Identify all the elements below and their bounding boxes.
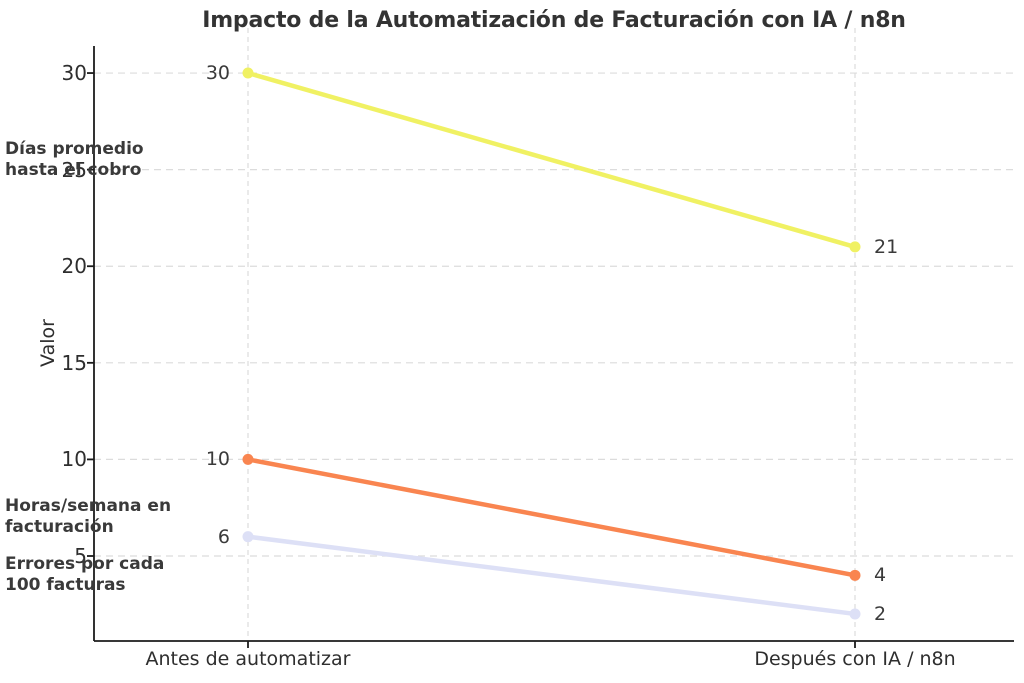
series-line bbox=[245, 534, 858, 617]
data-point-label: 10 bbox=[205, 448, 230, 471]
series-label: Errores por cada 100 facturas bbox=[5, 554, 165, 596]
data-point-marker bbox=[849, 241, 861, 253]
y-tick-label: 30 bbox=[61, 61, 87, 86]
y-tick-label: 10 bbox=[61, 447, 87, 472]
data-point-marker bbox=[242, 67, 254, 79]
y-tick-label: 15 bbox=[61, 350, 87, 375]
data-point-label: 30 bbox=[205, 62, 230, 85]
data-point-label: 21 bbox=[874, 235, 899, 258]
y-tick-label: 5 bbox=[74, 544, 87, 568]
series-line bbox=[245, 70, 858, 250]
y-tick-label: 20 bbox=[61, 254, 87, 279]
y-tick-label: 25 bbox=[61, 157, 87, 182]
data-point-label: 4 bbox=[874, 564, 887, 587]
data-point-marker bbox=[849, 569, 861, 581]
data-point-marker bbox=[242, 453, 254, 465]
series-label: Días promedio hasta el cobro bbox=[5, 138, 144, 180]
chart-title: Impacto de la Automatización de Facturac… bbox=[202, 8, 906, 33]
series-label: Horas/semana en facturación bbox=[5, 496, 172, 538]
data-point-label: 6 bbox=[217, 525, 230, 548]
x-tick-label: Antes de automatizar bbox=[145, 648, 351, 670]
series-line bbox=[245, 457, 858, 578]
data-point-label: 2 bbox=[874, 602, 887, 625]
data-point-marker bbox=[242, 531, 254, 543]
data-point-marker bbox=[849, 608, 861, 620]
x-tick-label: Después con IA / n8n bbox=[754, 648, 956, 670]
